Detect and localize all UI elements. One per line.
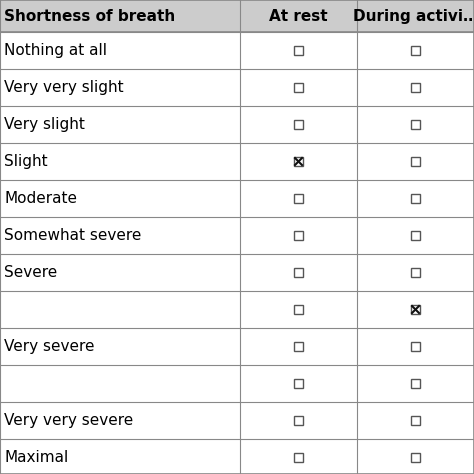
Text: Maximal: Maximal: [4, 450, 68, 465]
Bar: [240, 143, 357, 180]
Bar: [0, 402, 240, 439]
Bar: [294, 120, 303, 129]
Bar: [0, 365, 240, 402]
Bar: [294, 305, 303, 314]
Bar: [357, 254, 474, 291]
Text: Very slight: Very slight: [4, 117, 85, 132]
Bar: [411, 416, 420, 425]
Bar: [357, 402, 474, 439]
Bar: [357, 291, 474, 328]
Bar: [0, 328, 240, 365]
Bar: [357, 0, 474, 32]
Bar: [411, 157, 420, 166]
Bar: [411, 305, 420, 314]
Text: Very very severe: Very very severe: [4, 413, 133, 428]
Bar: [411, 453, 420, 462]
Bar: [240, 291, 357, 328]
Bar: [0, 217, 240, 254]
Bar: [294, 342, 303, 351]
Bar: [411, 194, 420, 203]
Bar: [240, 180, 357, 217]
Text: During activi…: During activi…: [353, 9, 474, 24]
Bar: [0, 254, 240, 291]
Text: Very severe: Very severe: [4, 339, 94, 354]
Bar: [357, 143, 474, 180]
Bar: [240, 69, 357, 106]
Text: Severe: Severe: [4, 265, 57, 280]
Bar: [240, 217, 357, 254]
Bar: [294, 416, 303, 425]
Bar: [240, 106, 357, 143]
Bar: [411, 268, 420, 277]
Bar: [357, 69, 474, 106]
Bar: [357, 180, 474, 217]
Bar: [294, 194, 303, 203]
Bar: [0, 291, 240, 328]
Text: At rest: At rest: [269, 9, 328, 24]
Bar: [240, 0, 357, 32]
Bar: [357, 365, 474, 402]
Text: Moderate: Moderate: [4, 191, 77, 206]
Bar: [357, 439, 474, 474]
Bar: [0, 32, 240, 69]
Text: Very very slight: Very very slight: [4, 80, 124, 95]
Bar: [411, 379, 420, 388]
Bar: [0, 439, 240, 474]
Text: Nothing at all: Nothing at all: [4, 43, 107, 58]
Text: Slight: Slight: [4, 154, 47, 169]
Bar: [0, 143, 240, 180]
Bar: [294, 231, 303, 240]
Bar: [0, 180, 240, 217]
Bar: [294, 83, 303, 92]
Bar: [240, 328, 357, 365]
Bar: [240, 439, 357, 474]
Bar: [411, 120, 420, 129]
Bar: [294, 46, 303, 55]
Bar: [240, 402, 357, 439]
Bar: [411, 46, 420, 55]
Bar: [294, 268, 303, 277]
Text: Shortness of breath: Shortness of breath: [4, 9, 175, 24]
Bar: [357, 328, 474, 365]
Bar: [411, 231, 420, 240]
Bar: [240, 365, 357, 402]
Bar: [357, 217, 474, 254]
Bar: [0, 0, 240, 32]
Bar: [294, 379, 303, 388]
Bar: [357, 32, 474, 69]
Bar: [0, 69, 240, 106]
Bar: [240, 254, 357, 291]
Bar: [240, 32, 357, 69]
Bar: [0, 106, 240, 143]
Bar: [294, 453, 303, 462]
Bar: [411, 83, 420, 92]
Text: Somewhat severe: Somewhat severe: [4, 228, 141, 243]
Bar: [294, 157, 303, 166]
Bar: [411, 342, 420, 351]
Bar: [357, 106, 474, 143]
